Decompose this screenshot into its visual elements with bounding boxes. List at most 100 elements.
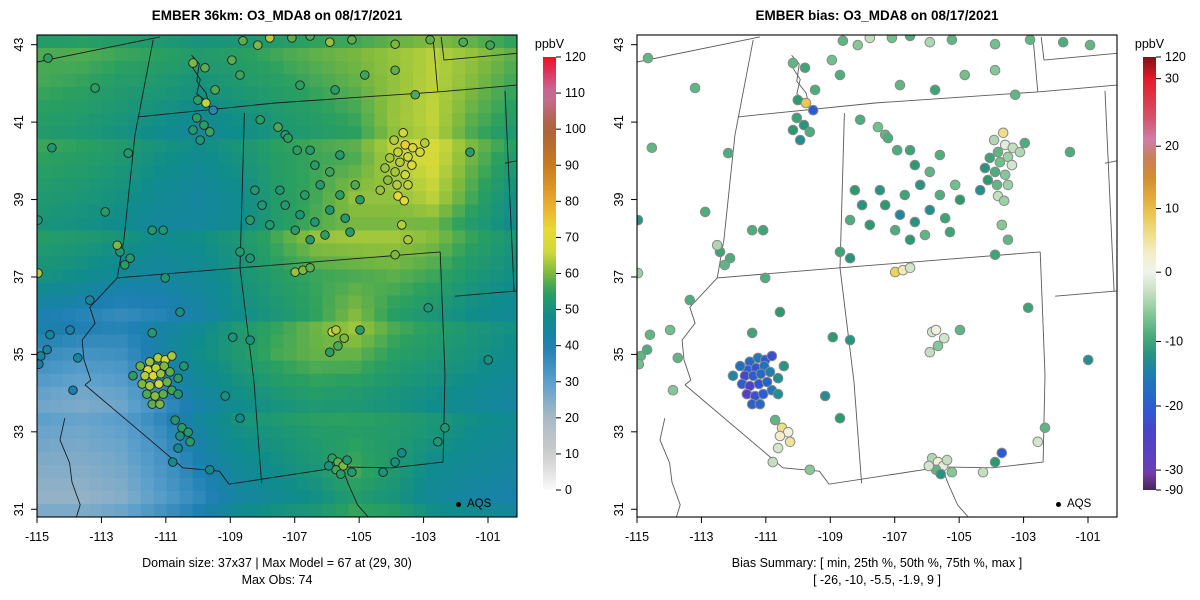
svg-text:-107: -107 — [282, 530, 307, 544]
station-dot — [425, 35, 435, 45]
station-dot — [929, 84, 941, 96]
svg-text:-105: -105 — [947, 530, 972, 544]
station-dot — [42, 344, 52, 355]
svg-text:40: 40 — [565, 339, 579, 353]
station-dot — [1039, 422, 1051, 434]
station-dot — [340, 213, 350, 223]
station-dot — [644, 329, 656, 341]
station-dot — [167, 351, 177, 361]
station-dot — [253, 40, 263, 50]
station-dot — [333, 341, 343, 351]
station-dot — [145, 381, 155, 391]
station-dot — [175, 307, 185, 317]
station-dot — [125, 253, 135, 263]
station-dot — [804, 464, 816, 476]
station-dot — [904, 144, 916, 156]
station-dot — [355, 195, 365, 205]
station-dot — [205, 127, 215, 137]
station-dot — [403, 235, 413, 245]
svg-text:80: 80 — [565, 194, 579, 208]
station-dot — [205, 465, 215, 475]
left-caption: Domain size: 37x37 | Max Model = 67 at (… — [0, 555, 557, 589]
station-dot — [919, 229, 931, 241]
station-dot — [235, 247, 245, 257]
state-boundary — [681, 277, 718, 386]
svg-text:-30: -30 — [1165, 463, 1183, 477]
svg-text:30: 30 — [1165, 72, 1179, 86]
svg-text:43: 43 — [612, 38, 626, 52]
station-dot — [766, 350, 778, 362]
station-dot — [179, 361, 189, 371]
station-dot — [193, 95, 203, 105]
station-dot — [305, 145, 315, 155]
station-dot — [378, 467, 388, 477]
station-dot — [914, 179, 926, 191]
svg-text:-101: -101 — [475, 530, 500, 544]
plot-border — [36, 34, 518, 518]
station-dot — [283, 133, 293, 143]
station-dot — [339, 333, 349, 343]
station-dot — [642, 52, 654, 64]
aqs-legend-label: AQS — [1067, 498, 1092, 510]
station-dot — [68, 385, 78, 395]
station-dot — [989, 456, 1001, 468]
station-dot — [939, 212, 951, 224]
station-dot — [390, 457, 400, 467]
stations-layer — [37, 35, 495, 479]
station-dot — [879, 199, 891, 211]
svg-text:-105: -105 — [347, 530, 372, 544]
station-dot — [646, 142, 658, 154]
station-dot — [37, 268, 43, 278]
state-boundary — [341, 461, 444, 469]
station-dot — [390, 39, 400, 49]
station-dot — [433, 437, 443, 447]
station-dot — [165, 367, 175, 377]
station-dot — [380, 163, 390, 173]
right-aqs-legend: AQS — [1056, 498, 1091, 510]
station-dot — [150, 391, 160, 401]
station-dot — [320, 230, 330, 240]
station-dot — [390, 65, 400, 75]
station-dot — [458, 37, 468, 47]
state-boundary — [116, 39, 154, 278]
aqs-dot-icon — [456, 501, 461, 507]
station-dot — [192, 113, 202, 123]
station-dot — [295, 80, 305, 90]
station-dot — [769, 414, 781, 426]
svg-text:31: 31 — [12, 502, 26, 516]
station-dot — [245, 253, 255, 263]
station-dot — [336, 469, 346, 479]
station-dot — [185, 437, 195, 447]
svg-text:-113: -113 — [89, 530, 113, 544]
station-dot — [227, 55, 237, 65]
colorbar-unit-label: ppbV — [535, 37, 565, 51]
station-dot — [904, 262, 916, 274]
station-dot — [949, 179, 961, 191]
station-dot — [804, 126, 816, 138]
station-dot — [347, 467, 357, 477]
svg-text:100: 100 — [565, 122, 586, 136]
station-dot — [120, 260, 130, 270]
svg-text:70: 70 — [565, 230, 579, 244]
station-dot — [158, 389, 168, 399]
svg-text:37: 37 — [12, 270, 26, 284]
station-dot — [984, 152, 996, 164]
station-dot — [764, 366, 776, 378]
station-dot — [183, 427, 193, 437]
station-dot — [932, 340, 944, 352]
station-dot — [170, 415, 180, 425]
station-dot — [335, 150, 345, 160]
state-boundary — [239, 113, 245, 268]
station-dot — [440, 423, 450, 433]
station-dot — [874, 184, 886, 196]
station-dot — [37, 359, 44, 369]
svg-text:0: 0 — [565, 483, 572, 497]
station-dot — [819, 390, 831, 402]
station-dot — [330, 85, 340, 95]
station-dot — [156, 369, 166, 379]
station-dot — [941, 454, 953, 466]
station-dot — [65, 325, 75, 335]
svg-text:-10: -10 — [1165, 334, 1183, 348]
state-boundary — [239, 267, 263, 484]
